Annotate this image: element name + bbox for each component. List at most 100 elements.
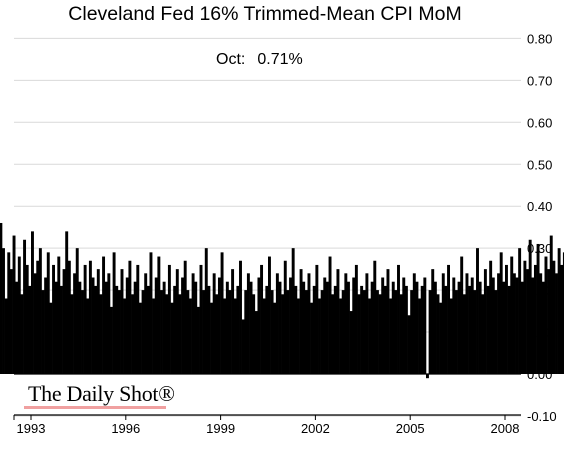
bar	[7, 252, 11, 374]
y-tick-label: 0.20	[527, 283, 552, 298]
bar	[210, 302, 213, 374]
y-tick-label: 0.70	[527, 73, 552, 88]
bar	[31, 231, 34, 374]
y-tick-label: 0.00	[527, 367, 552, 382]
bar	[336, 269, 340, 375]
bar	[223, 298, 227, 374]
bar	[473, 290, 477, 374]
x-tick-label: 2005	[396, 421, 425, 436]
bar	[125, 277, 129, 374]
bar	[452, 277, 456, 374]
x-tick-label: 1996	[111, 421, 140, 436]
bar	[502, 281, 506, 374]
annotation-label: Oct:	[216, 51, 246, 68]
bar	[491, 277, 495, 374]
bar	[191, 273, 195, 374]
bar	[539, 273, 543, 374]
bar	[128, 260, 132, 374]
bar	[423, 277, 427, 374]
bar	[283, 260, 287, 374]
bar	[83, 264, 87, 374]
bar	[249, 281, 253, 374]
bar	[123, 298, 127, 374]
bar	[557, 248, 561, 374]
bar	[333, 285, 337, 374]
bar	[481, 294, 485, 374]
bar	[278, 281, 282, 374]
bar	[246, 273, 250, 374]
bar	[462, 294, 466, 374]
bar	[270, 290, 274, 374]
bar	[220, 252, 224, 374]
bar	[541, 281, 545, 374]
bar	[99, 294, 103, 374]
bar	[289, 277, 292, 374]
bar	[141, 290, 145, 374]
bar	[212, 273, 216, 374]
bar	[38, 248, 42, 374]
bar	[112, 252, 116, 374]
bar	[410, 290, 414, 374]
bar	[370, 281, 374, 374]
bar	[15, 281, 19, 374]
bar	[144, 273, 148, 374]
bar	[149, 252, 153, 374]
bar	[426, 374, 429, 379]
bar	[325, 281, 329, 374]
bar	[88, 260, 92, 374]
bar	[262, 298, 266, 374]
bar	[373, 260, 377, 374]
bar	[0, 222, 3, 374]
bar	[560, 264, 564, 374]
bar	[478, 281, 482, 374]
bar	[91, 277, 95, 374]
bar	[46, 252, 50, 374]
bar	[360, 285, 364, 374]
bar	[394, 290, 398, 374]
bar	[383, 285, 387, 374]
bar	[94, 285, 98, 374]
bar	[420, 285, 424, 374]
bar	[399, 294, 403, 374]
bar	[257, 277, 261, 374]
bar	[9, 269, 13, 375]
bar	[252, 294, 256, 374]
y-tick-label: 0.30	[527, 241, 552, 256]
bar	[236, 285, 240, 374]
bar	[162, 281, 166, 374]
bar	[275, 273, 279, 374]
bar	[131, 294, 134, 374]
bar	[44, 277, 48, 374]
bar	[115, 285, 119, 374]
bar	[146, 285, 150, 374]
bar	[228, 290, 232, 374]
bar	[165, 294, 169, 374]
bar	[323, 277, 327, 374]
bar	[531, 277, 535, 374]
bar	[233, 298, 237, 374]
bar	[23, 239, 27, 374]
bar	[225, 281, 229, 374]
bar	[4, 298, 8, 374]
bar	[547, 269, 551, 375]
bar	[157, 256, 161, 374]
logo-underline	[24, 406, 166, 409]
bar	[368, 298, 371, 374]
bar	[265, 285, 269, 374]
bar	[549, 235, 553, 374]
bar	[510, 256, 514, 374]
bar	[239, 260, 242, 374]
bar	[341, 290, 345, 374]
bar	[102, 256, 106, 374]
bar	[186, 290, 190, 374]
bar	[476, 248, 479, 374]
bar	[470, 277, 474, 374]
bar	[117, 290, 121, 374]
bar	[107, 273, 111, 374]
bar	[167, 264, 171, 374]
bar	[315, 264, 319, 374]
bar	[404, 285, 408, 374]
bar	[465, 273, 469, 374]
bar	[328, 256, 332, 374]
bar	[375, 290, 379, 374]
